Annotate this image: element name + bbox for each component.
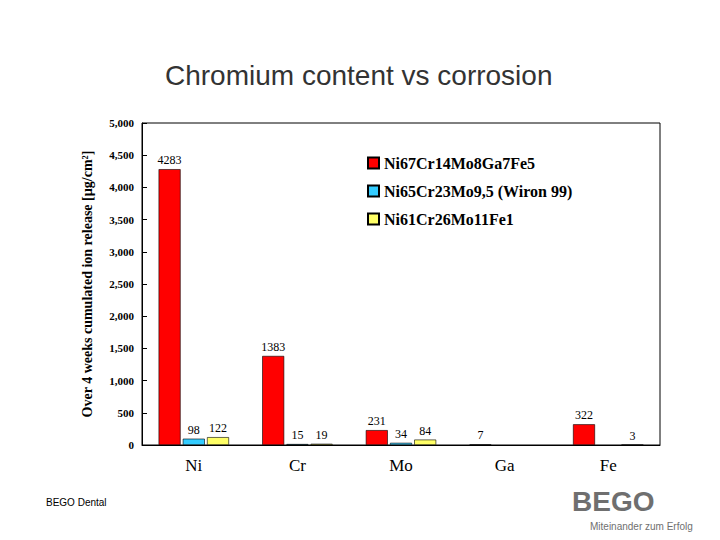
svg-text:Ni: Ni — [185, 456, 202, 475]
svg-text:Mo: Mo — [389, 456, 413, 475]
svg-text:4,000: 4,000 — [109, 181, 134, 193]
svg-text:Ni61Cr26Mo11Fe1: Ni61Cr26Mo11Fe1 — [384, 211, 514, 228]
svg-text:Ni67Cr14Mo8Ga7Fe5: Ni67Cr14Mo8Ga7Fe5 — [384, 155, 535, 172]
svg-text:500: 500 — [118, 407, 135, 419]
svg-text:Ni65Cr23Mo9,5 (Wiron 99): Ni65Cr23Mo9,5 (Wiron 99) — [384, 183, 572, 201]
svg-text:19: 19 — [316, 428, 328, 442]
svg-text:3,500: 3,500 — [109, 214, 134, 226]
svg-text:1,500: 1,500 — [109, 342, 134, 354]
svg-text:2,500: 2,500 — [109, 278, 134, 290]
svg-text:4283: 4283 — [158, 153, 182, 167]
svg-text:2,000: 2,000 — [109, 310, 134, 322]
svg-text:BEGO: BEGO — [572, 486, 654, 517]
svg-text:84: 84 — [419, 424, 431, 438]
svg-text:1,000: 1,000 — [109, 375, 134, 387]
svg-text:231: 231 — [368, 414, 386, 428]
svg-text:Miteinander zum Erfolg: Miteinander zum Erfolg — [590, 521, 693, 532]
svg-text:3,000: 3,000 — [109, 246, 134, 258]
svg-text:1383: 1383 — [261, 340, 285, 354]
svg-text:Chromium content vs corrosion: Chromium content vs corrosion — [165, 60, 552, 91]
svg-text:15: 15 — [291, 428, 303, 442]
svg-text:5,000: 5,000 — [109, 117, 134, 129]
svg-text:322: 322 — [575, 408, 593, 422]
svg-text:BEGO Dental: BEGO Dental — [46, 497, 107, 508]
svg-text:3: 3 — [629, 429, 635, 443]
svg-text:122: 122 — [209, 421, 227, 435]
svg-text:Over 4 weeks cumulated ion rel: Over 4 weeks cumulated ion release [µg/c… — [80, 151, 95, 418]
svg-text:Fe: Fe — [600, 456, 617, 475]
svg-text:4,500: 4,500 — [109, 149, 134, 161]
svg-text:Ga: Ga — [495, 456, 515, 475]
svg-text:34: 34 — [395, 427, 407, 441]
svg-text:7: 7 — [477, 428, 483, 442]
svg-text:98: 98 — [188, 423, 200, 437]
svg-text:Cr: Cr — [289, 456, 306, 475]
svg-text:0: 0 — [129, 439, 135, 451]
